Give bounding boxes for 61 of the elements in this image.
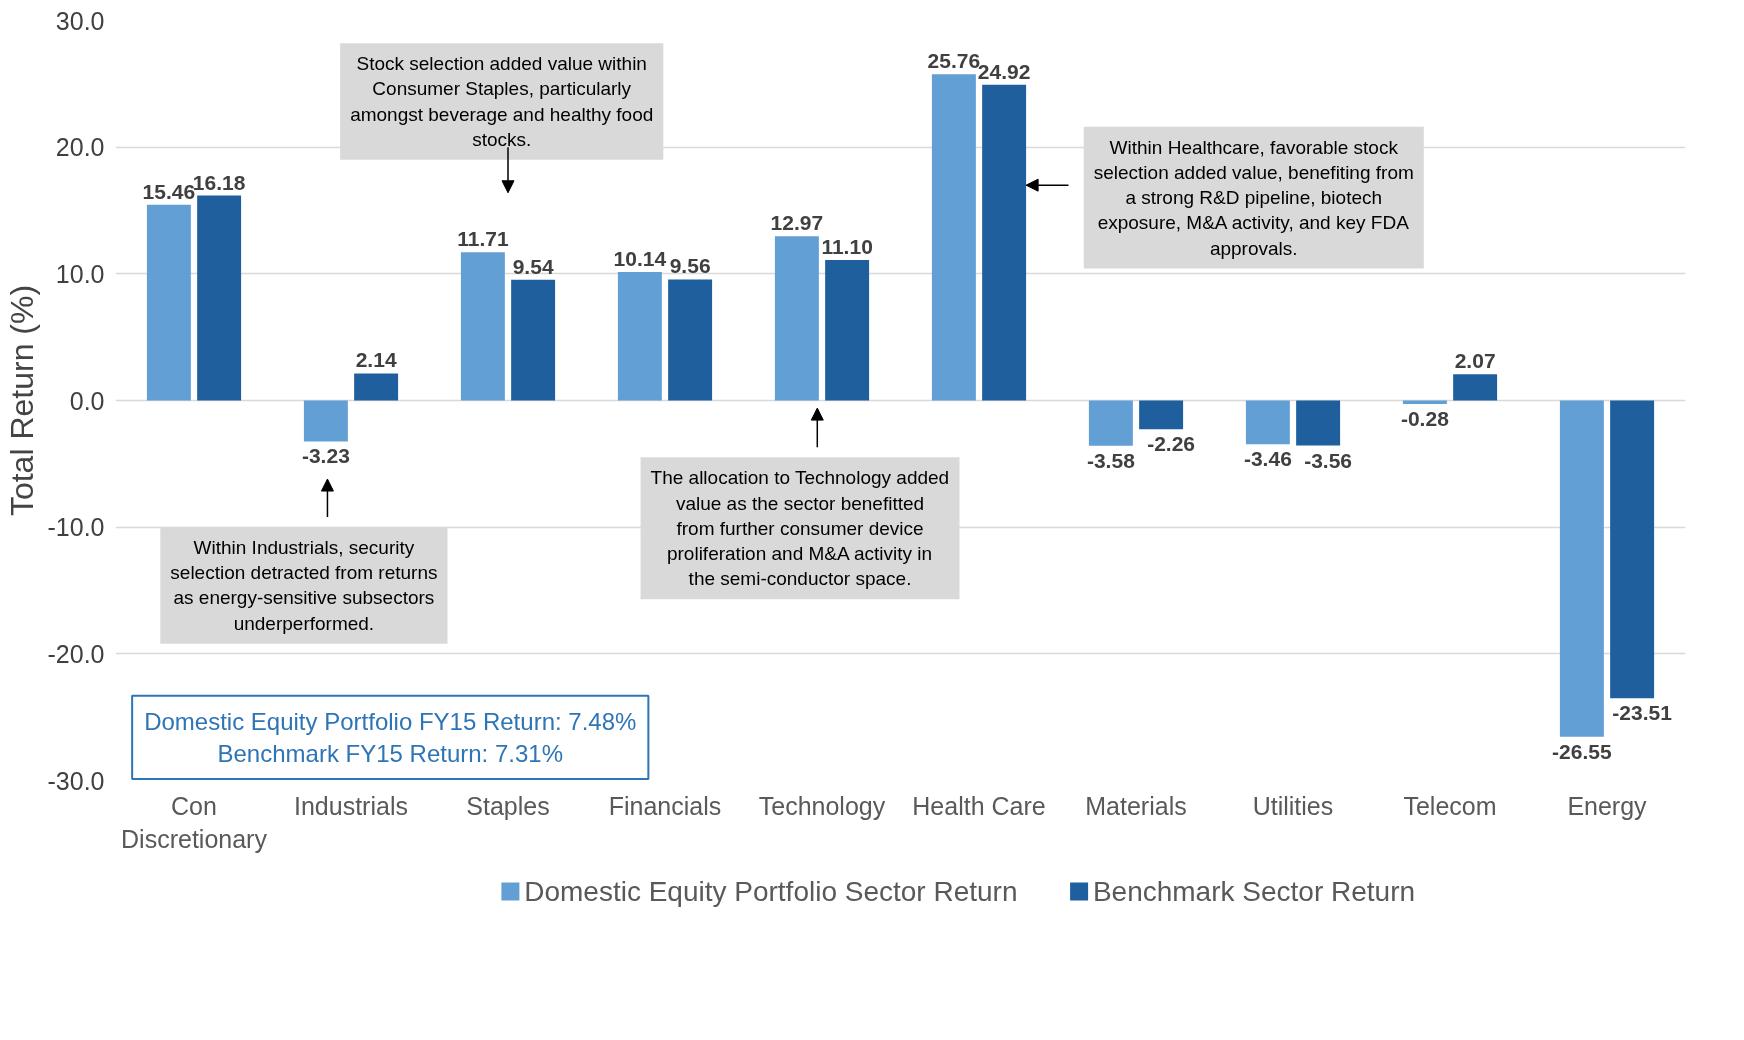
bar xyxy=(931,74,976,401)
y-tick-label: -10.0 xyxy=(47,513,105,542)
y-axis-title: Total Return (%) xyxy=(3,284,40,517)
bar xyxy=(197,195,242,401)
legend-label: Benchmark Sector Return xyxy=(1092,876,1416,907)
data-label: -3.46 xyxy=(1243,447,1292,471)
bar xyxy=(1453,374,1498,401)
data-label: 11.10 xyxy=(821,234,873,258)
x-tick-label: Materials xyxy=(1085,791,1187,820)
annotation: Benchmark FY15 Return: 7.31% xyxy=(217,740,564,768)
x-tick-label: Technology xyxy=(758,791,886,820)
y-tick-label: -30.0 xyxy=(47,766,105,795)
x-tick-label: Con Discretionary xyxy=(121,791,268,854)
data-label: -2.26 xyxy=(1147,432,1196,456)
legend-label: Domestic Equity Portfolio Sector Return xyxy=(524,876,1018,907)
bar xyxy=(460,252,505,401)
y-tick-label: 30.0 xyxy=(55,6,105,35)
x-tick-label: Energy xyxy=(1567,791,1648,820)
bar xyxy=(1139,400,1184,430)
data-label: 2.07 xyxy=(1454,349,1496,373)
data-label: 12.97 xyxy=(770,211,824,235)
y-tick-label: -20.0 xyxy=(47,639,105,668)
data-label: 2.14 xyxy=(355,348,397,372)
data-label: -3.58 xyxy=(1086,448,1136,472)
bar xyxy=(354,373,399,401)
bar xyxy=(1088,400,1133,446)
bar xyxy=(511,279,556,401)
annotation: Stock selection added value within Consumer Staples, particularly amongst beverage and healthy food stocks. xyxy=(350,53,654,150)
data-label: -23.51 xyxy=(1612,701,1673,725)
data-label: -26.55 xyxy=(1552,739,1612,763)
bar xyxy=(1296,400,1341,446)
data-label: 9.54 xyxy=(512,254,554,278)
x-tick-label: Utilities xyxy=(1252,791,1334,820)
data-label: -3.56 xyxy=(1304,448,1353,472)
x-tick-label: Telecom xyxy=(1403,791,1497,820)
bar xyxy=(1610,400,1655,699)
bar xyxy=(146,204,191,401)
bar xyxy=(668,279,713,401)
data-label: 9.56 xyxy=(669,254,711,278)
x-tick-label: Financials xyxy=(608,791,722,820)
bar xyxy=(982,84,1027,401)
annotation: Within Industrials, security selection detracted from returns as energy-sensitive subsectors underperformed. xyxy=(170,537,438,634)
bar xyxy=(1245,400,1290,445)
data-label: 11.71 xyxy=(457,227,509,251)
y-tick-label: 10.0 xyxy=(55,259,105,288)
y-tick-label: 20.0 xyxy=(55,133,105,162)
x-tick-label: Health Care xyxy=(912,791,1046,820)
x-tick-label: Staples xyxy=(466,791,550,820)
annotation: Domestic Equity Portfolio FY15 Return: 7.48% xyxy=(144,707,637,735)
bar xyxy=(617,272,662,401)
bar xyxy=(1559,400,1604,737)
x-tick-label: Industrials xyxy=(294,791,408,820)
data-label: 10.14 xyxy=(613,247,667,271)
annotation: The allocation to Technology added value as the sector benefitted from further consumer device proliferation and M&A activity in the semi-conductor space. xyxy=(650,467,950,590)
annotation: Within Healthcare, favorable stock selection added value, benefiting from a strong R&D pipeline, biotech exposure, M&A activity, and key FDA approvals. xyxy=(1093,136,1414,259)
bar xyxy=(774,236,819,401)
data-label: -0.28 xyxy=(1400,407,1450,431)
data-label: -3.23 xyxy=(301,444,350,468)
bar xyxy=(303,400,348,442)
y-tick-label: 0.0 xyxy=(69,386,105,415)
bar xyxy=(825,259,870,401)
